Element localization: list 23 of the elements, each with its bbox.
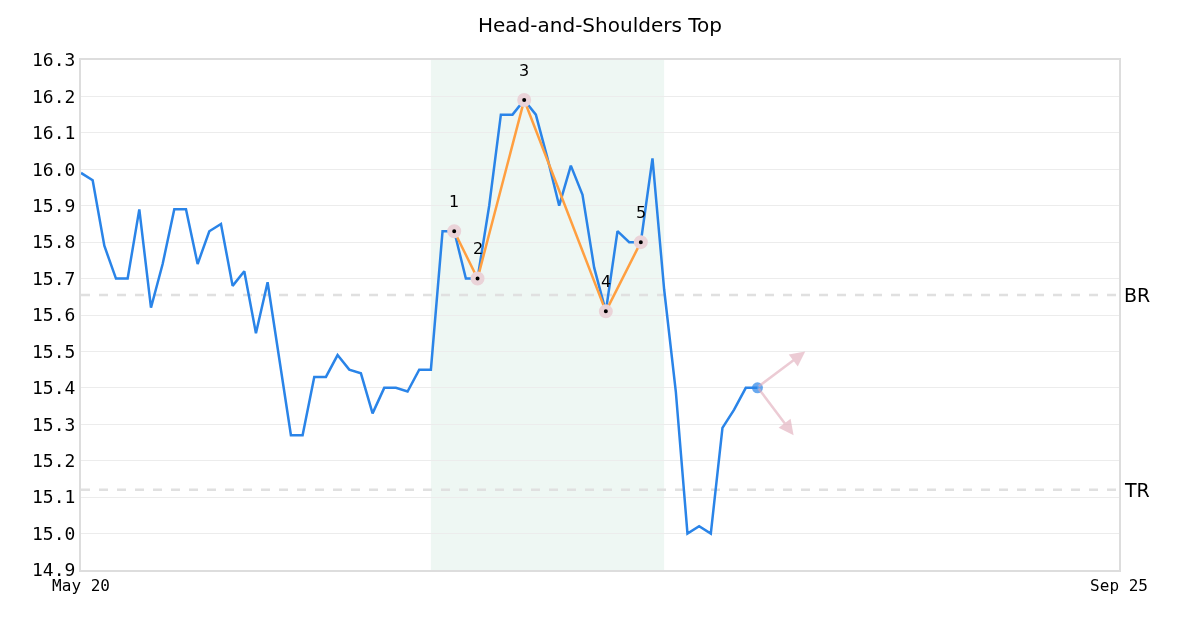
y-tick-label: 15.5 [32, 340, 76, 362]
y-tick-label: 15.7 [32, 267, 76, 289]
y-tick-label: 16.2 [32, 85, 76, 107]
y-tick-label: 16.3 [32, 49, 76, 71]
annotation: 1 [449, 192, 460, 211]
ref-line-label: BR [1124, 284, 1151, 306]
y-tick-label: 15.8 [32, 231, 76, 253]
x-tick-label: Sep 25 [1090, 576, 1148, 596]
point [751, 382, 763, 394]
y-tick-label: 15.2 [32, 450, 76, 472]
ref-line-label: TR [1124, 479, 1150, 501]
y-tick-label: 15.4 [32, 377, 76, 399]
y-tick-label: 15.0 [32, 522, 76, 544]
y-tick-label: 15.1 [32, 486, 76, 508]
y-tick-label: 16.1 [32, 122, 76, 144]
y-tick-label: 16.0 [32, 158, 76, 180]
y-tick-label: 15.6 [32, 304, 76, 326]
annotation: 2 [473, 239, 484, 258]
x-tick-label: May 20 [52, 576, 110, 596]
annotation: 3 [519, 61, 530, 80]
y-tick-label: 15.9 [32, 195, 76, 217]
chart-title: Head-and-Shoulders Top [478, 13, 722, 38]
y-tick-label: 15.3 [32, 413, 76, 435]
